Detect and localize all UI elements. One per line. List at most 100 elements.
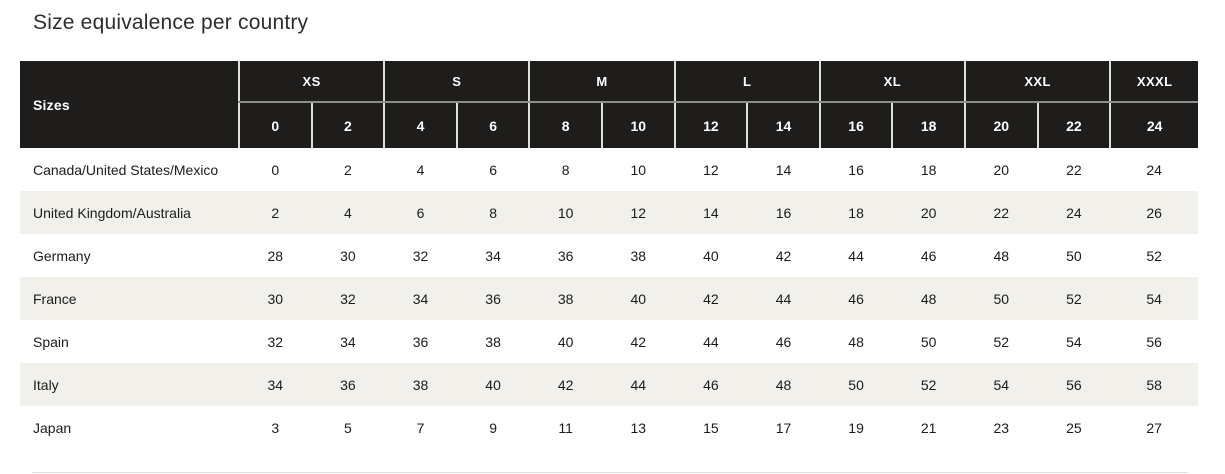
size-number-header: 16 [818, 102, 893, 148]
bottom-divider [32, 472, 1188, 473]
size-value-cell: 46 [819, 277, 893, 320]
size-value-cell: 24 [1037, 191, 1111, 234]
size-group-header-xxxl: XXXL [1109, 61, 1199, 103]
size-value-cell: 13 [630, 419, 647, 436]
size-number-header: 20 [963, 102, 1038, 148]
size-value-cell: 32 [311, 277, 385, 320]
country-label: Germany [33, 247, 91, 264]
size-value-cell: 21 [920, 419, 937, 436]
size-value-cell: 4 [311, 191, 385, 234]
size-value-cell: 44 [601, 363, 675, 406]
size-value-cell: 19 [848, 419, 864, 436]
country-label: Spain [33, 333, 69, 350]
size-value-cell: 0 [271, 161, 280, 178]
size-value-cell: 11 [558, 419, 573, 436]
size-value-cell: 48 [747, 363, 820, 406]
size-value-cell: 56 [1146, 333, 1162, 350]
country-label: United Kingdom/Australia [20, 191, 239, 234]
country-row: Japan 3 5 7 9 11 13 15 17 19 21 23 25 27 [20, 406, 1198, 449]
size-value-cell: 6 [489, 161, 497, 178]
size-value-cell: 22 [1066, 161, 1082, 178]
size-value-cell: 30 [340, 247, 356, 264]
size-value-cell: 44 [703, 333, 719, 350]
size-number-header: 10 [600, 102, 675, 148]
size-group-header-l: L [673, 61, 820, 103]
size-value-cell: 50 [819, 363, 893, 406]
table-body: Canada/United States/Mexico 0 2 4 6 8 10 12 14 16… [20, 148, 1199, 449]
country-row: Italy 34 36 38 40 42 44 46 48 50 52 54 56 58 [20, 363, 1199, 406]
size-equivalence-table: Sizes XS S M L XL XXL XXXL 0 2 4 6 8 10 12 14 16 18 20 22 24… [20, 61, 1199, 449]
size-number-header: 4 [383, 102, 457, 148]
country-label: Canada/United States/Mexico [33, 161, 219, 178]
country-label: Japan [33, 419, 72, 436]
size-value-cell: 20 [993, 161, 1010, 178]
size-value-cell: 10 [529, 191, 602, 234]
size-value-cell: 52 [1146, 247, 1162, 264]
size-value-cell: 38 [384, 363, 457, 406]
size-group-header-m: M [528, 61, 675, 103]
size-group-header-xl: XL [818, 61, 965, 103]
size-value-cell: 52 [1037, 277, 1111, 320]
table-corner-label: Sizes [20, 61, 239, 148]
size-value-cell: 56 [1037, 363, 1111, 406]
size-value-cell: 54 [1110, 277, 1199, 320]
country-label: Italy [20, 363, 239, 406]
size-value-cell: 48 [892, 277, 965, 320]
size-value-cell: 30 [239, 277, 312, 320]
size-value-cell: 46 [775, 333, 792, 350]
size-value-cell: 2 [239, 191, 312, 234]
size-number-header: 24 [1109, 102, 1199, 148]
size-value-cell: 22 [964, 191, 1038, 234]
size-value-cell: 14 [775, 161, 792, 178]
size-value-cell: 40 [456, 363, 530, 406]
size-value-cell: 12 [703, 161, 719, 178]
size-value-cell: 34 [239, 363, 312, 406]
size-value-cell: 44 [747, 277, 820, 320]
size-value-cell: 25 [1066, 419, 1082, 436]
size-value-cell: 34 [340, 333, 356, 350]
size-value-cell: 38 [630, 247, 647, 264]
size-value-cell: 7 [416, 419, 425, 436]
size-group-header-s: S [383, 61, 530, 103]
size-value-cell: 15 [703, 419, 719, 436]
size-number-header: 6 [455, 102, 530, 148]
size-value-cell: 38 [529, 277, 602, 320]
table-header: Sizes XS S M L XL XXL XXXL 0 2 4 6 8 10 12 14 16 18 20 22 24 [20, 61, 1199, 148]
size-value-cell: 42 [630, 333, 647, 350]
size-number-header: 14 [746, 102, 820, 148]
size-value-cell: 36 [456, 277, 530, 320]
size-value-cell: 8 [561, 161, 570, 178]
size-value-cell: 10 [630, 161, 647, 178]
size-value-cell: 52 [892, 363, 965, 406]
size-value-cell: 36 [311, 363, 385, 406]
size-value-cell: 40 [601, 277, 675, 320]
country-label: France [20, 277, 239, 320]
size-value-cell: 42 [775, 247, 792, 264]
size-value-cell: 28 [267, 247, 284, 264]
size-value-cell: 16 [747, 191, 820, 234]
size-value-cell: 24 [1146, 161, 1162, 178]
header-number-row: 0 2 4 6 8 10 12 14 16 18 20 22 24 [20, 102, 1199, 148]
size-value-cell: 3 [271, 419, 280, 436]
size-value-cell: 48 [848, 333, 864, 350]
size-value-cell: 12 [601, 191, 675, 234]
country-row: France 30 32 34 36 38 40 42 44 46 48 50 52 54 [20, 277, 1199, 320]
header-group-row: Sizes XS S M L XL XXL XXXL [20, 61, 1199, 148]
size-value-cell: 34 [384, 277, 457, 320]
country-row: United Kingdom/Australia 2 4 6 8 10 12 14 16 18 20… [20, 191, 1199, 234]
size-value-cell: 40 [703, 247, 719, 264]
size-value-cell: 50 [1066, 247, 1082, 264]
country-row: Spain 32 34 36 38 40 42 44 46 48 50 52 54 56 [20, 320, 1198, 363]
size-value-cell: 23 [993, 419, 1010, 436]
size-group-header-xxl: XXL [963, 61, 1111, 103]
size-value-cell: 36 [412, 333, 429, 350]
size-number-header: 12 [673, 102, 748, 148]
country-row: Germany 28 30 32 34 36 38 40 42 44 46 48 50 52 [20, 234, 1198, 277]
size-value-cell: 5 [343, 419, 352, 436]
size-value-cell: 18 [819, 191, 893, 234]
size-value-cell: 26 [1110, 191, 1199, 234]
size-value-cell: 40 [557, 333, 574, 350]
size-group-header-xs: XS [237, 61, 385, 103]
size-number-header: 8 [528, 102, 602, 148]
